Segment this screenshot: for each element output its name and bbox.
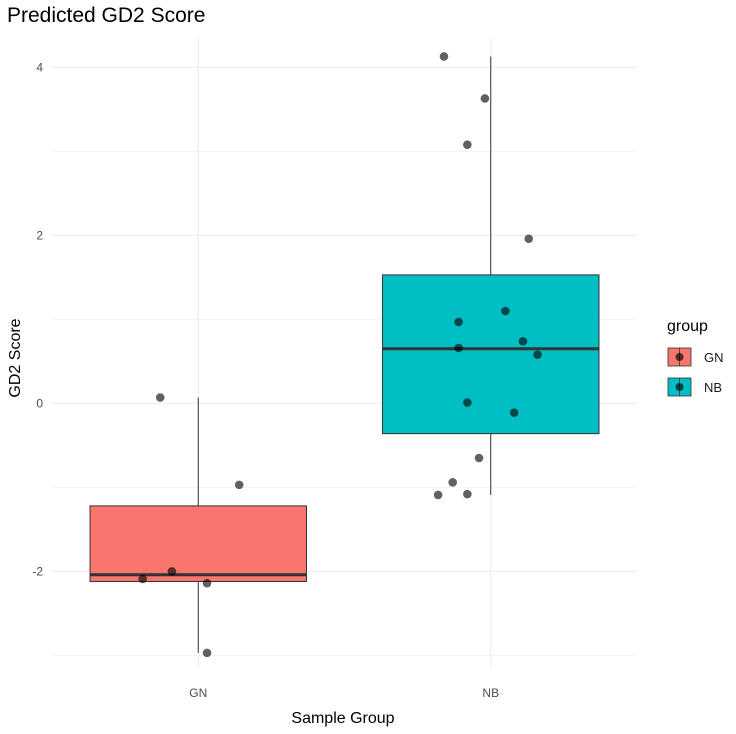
data-point — [533, 350, 542, 359]
data-point — [433, 490, 443, 500]
y-tick-label: 2 — [36, 228, 43, 242]
boxes — [89, 56, 600, 653]
axes: -2 0 2 4 GN NB — [32, 60, 499, 700]
chart-title: Predicted GD2 Score — [7, 4, 206, 27]
data-point — [138, 574, 147, 584]
x-tick-label: NB — [482, 686, 499, 700]
data-point — [509, 408, 519, 417]
data-point — [454, 317, 463, 327]
data-point — [439, 52, 449, 61]
y-tick-label: 0 — [36, 396, 43, 410]
legend-key-point — [675, 353, 684, 361]
data-point — [480, 94, 490, 103]
data-points — [138, 52, 542, 658]
y-axis-title: GD2 Score — [7, 318, 24, 397]
data-point — [463, 140, 472, 149]
data-point — [155, 393, 165, 402]
data-point — [234, 480, 244, 490]
y-tick-label: -2 — [32, 564, 43, 578]
data-point — [524, 234, 534, 244]
legend-label: NB — [704, 380, 722, 395]
legend-key-point — [675, 383, 684, 391]
data-point — [202, 648, 212, 658]
box-nb — [382, 274, 600, 435]
data-point — [518, 336, 528, 346]
y-tick-label: 4 — [36, 60, 43, 74]
legend: group GN NB — [667, 318, 724, 397]
data-point — [463, 398, 472, 407]
data-point — [474, 453, 484, 463]
data-point — [501, 306, 510, 316]
legend-title: group — [667, 318, 708, 335]
data-point — [454, 343, 463, 353]
box-gn — [89, 505, 307, 582]
legend-label: GN — [704, 350, 724, 365]
data-point — [448, 478, 458, 487]
x-axis-title: Sample Group — [291, 710, 394, 727]
x-tick-label: GN — [189, 686, 207, 700]
data-point — [167, 567, 177, 576]
data-point — [202, 578, 212, 588]
data-point — [463, 489, 472, 499]
